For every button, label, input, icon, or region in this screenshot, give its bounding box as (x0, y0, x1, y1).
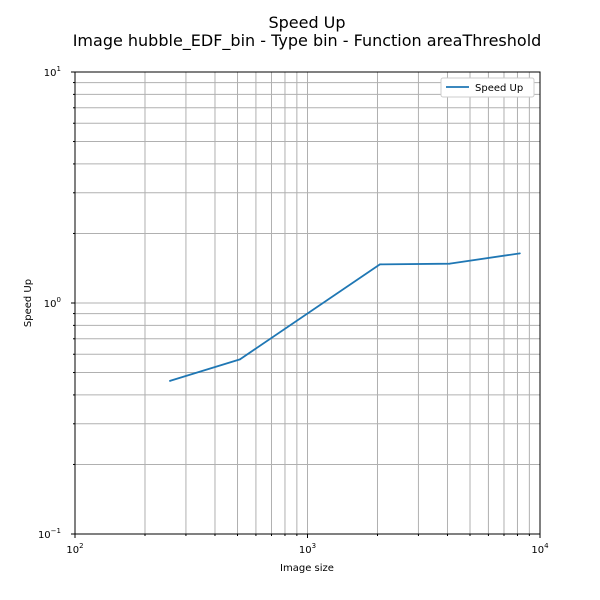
legend: Speed Up (440, 77, 535, 98)
data-point (448, 262, 451, 265)
legend-label: Speed Up (475, 83, 523, 94)
grid-lines (74, 72, 540, 535)
x-tick-exponent: 4 (544, 542, 549, 550)
x-tick-exponent: 2 (79, 542, 83, 550)
data-point (378, 263, 381, 266)
y-tick-base: 10 (44, 299, 57, 310)
x-tick-base: 10 (66, 545, 79, 556)
x-tick-label: 104 (531, 542, 549, 556)
series-layer (169, 252, 521, 382)
x-tick-label: 102 (66, 542, 83, 556)
chart-title: Speed Up (268, 13, 345, 32)
y-tick-exponent: 1 (57, 65, 61, 73)
data-point (239, 358, 241, 361)
x-tick-base: 10 (299, 545, 312, 556)
y-tick-exponent: 0 (57, 296, 61, 304)
y-tick-exponent: −1 (51, 527, 61, 535)
legend-box (440, 77, 535, 98)
chart-subtitle: Image hubble_EDF_bin - Type bin - Functi… (73, 31, 542, 51)
y-tick-base: 10 (44, 68, 57, 79)
data-point (169, 380, 171, 382)
x-tick-base: 10 (531, 545, 544, 556)
data-point (518, 252, 521, 255)
y-tick-label: 101 (44, 65, 61, 79)
y-axis-label: Speed Up (23, 279, 34, 327)
y-tick-label: 10−1 (38, 527, 61, 541)
y-tick-label: 100 (44, 296, 61, 310)
x-axis-label: Image size (280, 563, 334, 574)
x-tick-exponent: 3 (312, 542, 316, 550)
y-tick-base: 10 (38, 530, 51, 541)
x-tick-label: 103 (299, 542, 316, 556)
